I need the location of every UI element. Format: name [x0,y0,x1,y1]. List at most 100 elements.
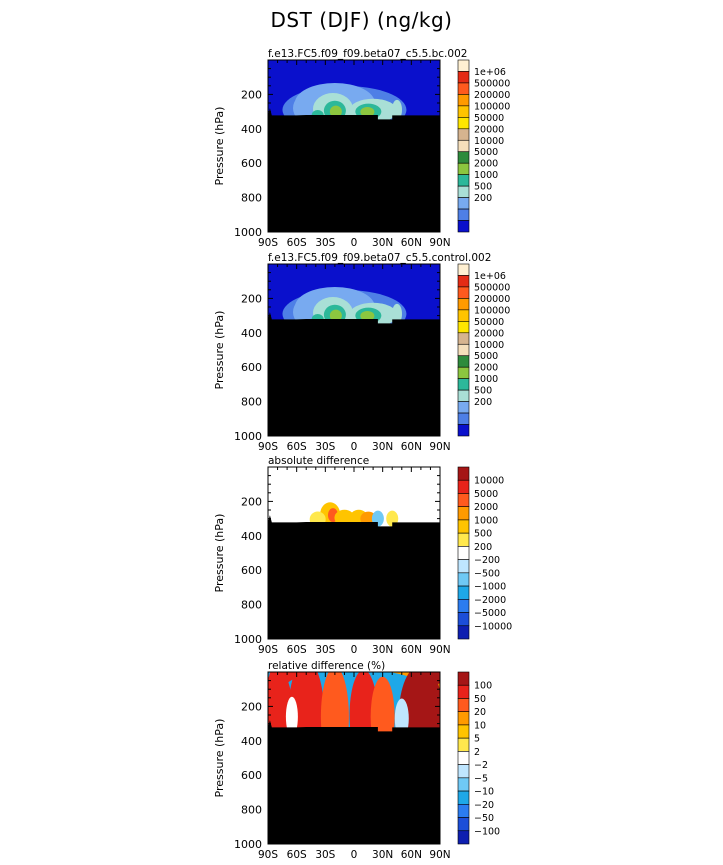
colorbar-label: 1000 [474,170,498,181]
colorbar-swatch [457,309,470,322]
colorbar-label: −20 [474,800,494,811]
colorbar-swatch [457,751,470,765]
y-tick-label: 200 [241,88,262,101]
contour-minus-2 [285,696,298,737]
x-tick-label: 0 [351,849,358,861]
colorbar-swatch [457,151,470,164]
y-tick-label: 400 [241,123,262,136]
x-tick-label: 90S [258,441,278,453]
contour-1000 [392,99,402,120]
colorbar-swatch [457,105,470,118]
x-tick-label: 60N [401,644,422,656]
colorbar-swatch [457,263,470,276]
y-tick-label: 1000 [234,838,262,851]
field [268,467,440,639]
x-tick-label: 60N [401,441,422,453]
field [268,672,440,844]
colorbar-swatch [457,466,470,481]
colorbar-swatch [457,585,470,600]
x-tick-label: 90S [258,849,278,861]
colorbar-label: 200 [474,397,492,408]
colorbar-label: 500 [474,529,492,540]
contour-5000 [329,105,342,118]
x-tick-label: 30S [315,441,335,453]
y-tick-label: 600 [241,157,262,170]
colorbar: 100 50 20 10 5 2 −2 −5 −10 −20 −50 −100 [457,671,500,845]
x-tick-label: 60S [287,441,307,453]
colorbar-swatch [457,625,470,640]
colorbar-swatch [457,117,470,130]
colorbar: 10000 5000 2000 1000 500 200 −200 −500 −1000 −200… [457,466,512,640]
colorbar-label: −10 [474,787,494,798]
colorbar-swatch [457,479,470,494]
colorbar-swatch [457,220,470,233]
colorbar-label: −5000 [474,608,506,619]
colorbar-label: 500000 [474,282,510,293]
colorbar-swatch [457,804,470,818]
colorbar-swatch [457,59,470,72]
y-tick-label: 200 [241,700,262,713]
colorbar-swatch [457,546,470,560]
colorbar-label: 100 [474,681,492,692]
colorbar-swatch [457,286,470,299]
y-tick-label: 200 [241,495,262,508]
colorbar-label: 2 [474,747,480,758]
colorbar-label: −1000 [474,582,506,593]
y-tick-label: 1000 [234,226,262,239]
panel-4: relative difference (%)20040060080010009… [213,660,500,861]
x-tick-label: 30N [372,849,393,861]
colorbar-label: 100000 [474,305,510,316]
colorbar-label: 10000 [474,136,504,147]
colorbar-swatch [457,711,470,726]
terrain-mask [268,720,440,844]
terrain-mask [268,312,440,436]
colorbar-label: 50000 [474,317,504,328]
colorbar-label: 2000 [474,159,498,170]
colorbar-swatch [457,412,470,425]
colorbar-label: 1e+06 [474,67,506,78]
colorbar-label: 2000 [474,502,498,513]
y-axis-label: Pressure (hPa) [213,719,226,798]
y-tick-label: 800 [241,396,262,409]
panel-title: f.e13.FC5.f09_f09.beta07_c5.5.bc.002 [268,48,467,60]
colorbar-label: 5000 [474,351,498,362]
colorbar-swatch [457,599,470,613]
y-tick-label: 800 [241,192,262,205]
colorbar-label: 20000 [474,328,504,339]
colorbar-label: 10000 [474,340,504,351]
colorbar-label: 1000 [474,515,498,526]
x-tick-label: 0 [351,237,358,249]
y-axis-label: Pressure (hPa) [213,311,226,390]
panel-title: f.e13.FC5.f09_f09.beta07_c5.5.control.00… [268,252,491,264]
colorbar-swatch [457,493,470,507]
colorbar-swatch [457,71,470,84]
contour-1000 [392,303,402,324]
contour-500 [334,509,355,526]
y-axis-label: Pressure (hPa) [213,107,226,186]
x-tick-label: 90S [258,237,278,249]
colorbar-label: −50 [474,813,494,824]
colorbar-label: 500000 [474,78,510,89]
colorbar-swatch [457,506,470,521]
colorbar-label: 1e+06 [474,271,506,282]
y-tick-label: 1000 [234,430,262,443]
colorbar-swatch [457,401,470,414]
x-tick-label: 60N [401,237,422,249]
colorbar-swatch [457,321,470,334]
colorbar-label: −500 [474,568,500,579]
colorbar-swatch [457,366,470,379]
colorbar-swatch [457,698,470,712]
colorbar-swatch [457,559,470,574]
y-tick-label: 800 [241,599,262,612]
colorbar-swatch [457,128,470,141]
figure-title: DST (DJF) (ng/kg) [270,8,453,32]
x-tick-label: 90N [429,644,450,656]
colorbar-swatch [457,830,470,845]
colorbar-swatch [457,389,470,402]
panel-title: relative difference (%) [268,660,385,672]
colorbar-swatch [457,162,470,175]
x-tick-label: 60N [401,849,422,861]
colorbar-label: 200 [474,542,492,553]
colorbar-swatch [457,671,470,686]
colorbar-swatch [457,684,470,699]
